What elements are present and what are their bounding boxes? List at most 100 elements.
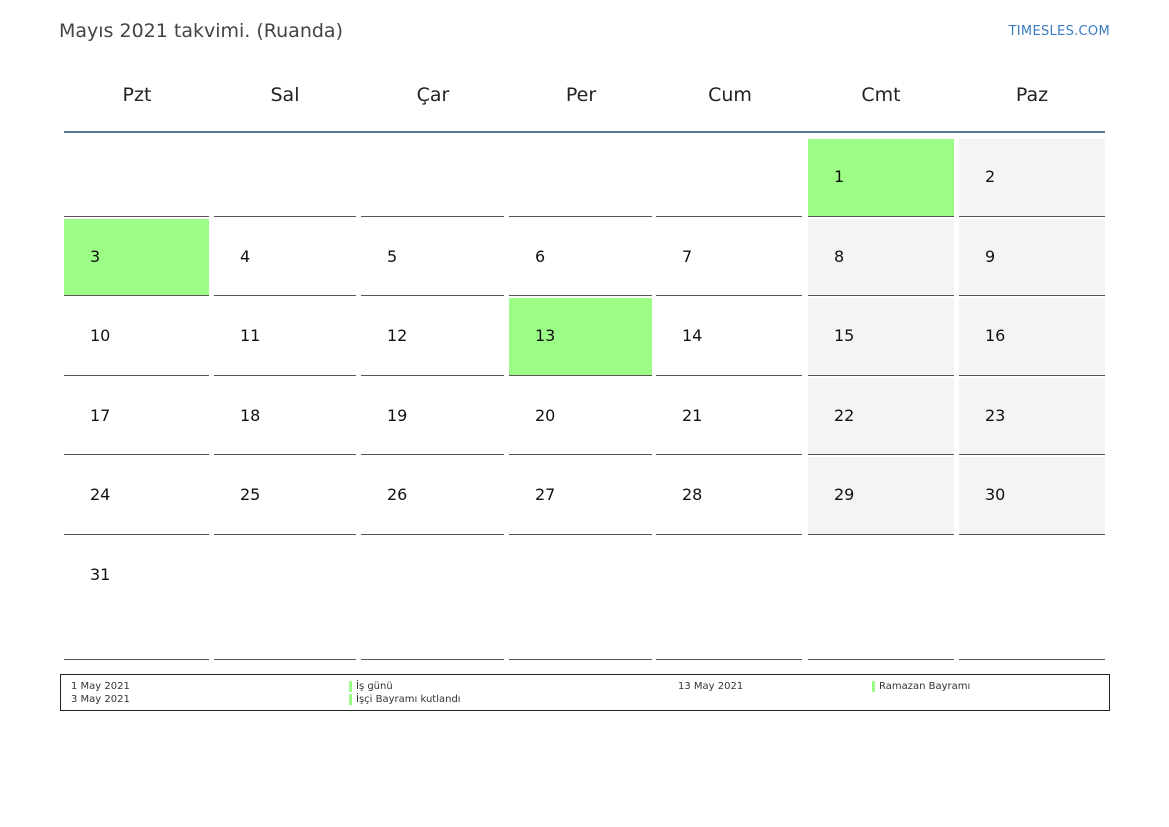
- day-cell[interactable]: 27: [509, 457, 652, 535]
- day-number: 4: [240, 246, 251, 266]
- day-number: 9: [985, 246, 996, 266]
- legend-label: Ramazan Bayramı: [879, 681, 971, 692]
- week-row: 24 25 26 27 28 29 30: [64, 455, 1105, 535]
- day-number: 20: [535, 405, 556, 425]
- day-number: 10: [90, 326, 111, 345]
- day-cell[interactable]: 11: [214, 298, 356, 376]
- day-number: 30: [985, 485, 1006, 504]
- day-cell[interactable]: 30: [959, 457, 1105, 535]
- day-cell[interactable]: 24: [64, 457, 209, 535]
- day-number: 22: [834, 405, 855, 425]
- day-number: 14: [682, 326, 703, 345]
- day-number: 15: [834, 326, 855, 345]
- day-number: 17: [90, 405, 111, 425]
- legend-label: İşçi Bayramı kutlandı: [356, 694, 461, 705]
- empty-cell: [959, 537, 1105, 660]
- empty-cell: [509, 139, 652, 217]
- day-cell[interactable]: 26: [361, 457, 504, 535]
- day-cell[interactable]: 21: [656, 378, 802, 455]
- day-cell[interactable]: 9: [959, 218, 1105, 296]
- day-cell[interactable]: 22: [808, 377, 954, 455]
- empty-cell: [361, 537, 504, 660]
- weekday-label: Per: [565, 84, 597, 106]
- day-number: 5: [387, 246, 398, 266]
- holiday-swatch: [349, 693, 352, 705]
- day-number: 11: [240, 326, 261, 345]
- empty-cell: [214, 537, 356, 660]
- week-row: 10 11 12 13 14 15 16: [64, 296, 1105, 376]
- day-number: 28: [682, 485, 703, 504]
- empty-cell: [808, 537, 954, 660]
- empty-cell: [509, 537, 652, 660]
- day-number: 2: [985, 167, 996, 186]
- day-number: 31: [90, 564, 111, 584]
- week-row: 3 4 5 6 7 8 9: [64, 217, 1105, 296]
- legend-item: İş günü: [349, 680, 393, 693]
- page-title: Mayıs 2021 takvimi. (Ruanda): [59, 20, 343, 42]
- day-cell[interactable]: 20: [509, 378, 652, 455]
- day-number: 12: [387, 326, 408, 345]
- weekday-label: Sal: [270, 84, 300, 106]
- day-cell[interactable]: 17: [64, 378, 209, 455]
- legend-date: 1 May 2021: [71, 681, 130, 692]
- weekday-label: Çar: [416, 84, 450, 106]
- holiday-swatch: [349, 680, 352, 692]
- legend-item: İşçi Bayramı kutlandı: [349, 693, 461, 706]
- day-cell[interactable]: 31: [64, 537, 209, 660]
- site-link[interactable]: TIMESLES.COM: [1008, 24, 1110, 39]
- empty-cell: [656, 537, 802, 660]
- day-number: 21: [682, 405, 703, 425]
- empty-cell: [361, 139, 504, 217]
- day-number: 16: [985, 326, 1006, 345]
- day-cell[interactable]: 7: [656, 219, 802, 296]
- empty-cell: [214, 139, 356, 217]
- header-divider: [64, 131, 1105, 133]
- weekday-label: Cum: [708, 84, 752, 106]
- day-cell[interactable]: 13: [509, 298, 652, 376]
- weekday-label: Cmt: [861, 84, 901, 106]
- day-cell[interactable]: 23: [959, 377, 1105, 455]
- day-cell[interactable]: 8: [808, 218, 954, 296]
- day-cell[interactable]: 28: [656, 457, 802, 535]
- day-number: 13: [535, 326, 556, 345]
- day-number: 7: [682, 246, 693, 266]
- day-number: 27: [535, 485, 556, 504]
- day-cell[interactable]: 1: [808, 139, 954, 217]
- empty-cell: [656, 139, 802, 217]
- week-row: 17 18 19 20 21 22 23: [64, 376, 1105, 455]
- holiday-swatch: [872, 680, 875, 692]
- day-cell[interactable]: 18: [214, 378, 356, 455]
- day-cell[interactable]: 16: [959, 298, 1105, 376]
- day-number: 19: [387, 405, 408, 425]
- day-cell[interactable]: 6: [509, 219, 652, 296]
- day-number: 3: [90, 246, 101, 266]
- day-number: 24: [90, 485, 111, 504]
- day-cell[interactable]: 5: [361, 219, 504, 296]
- weekday-label: Paz: [1015, 84, 1049, 106]
- holiday-legend: 1 May 2021 3 May 2021 İş günü İşçi Bayra…: [60, 674, 1110, 711]
- day-cell[interactable]: 19: [361, 378, 504, 455]
- day-cell[interactable]: 14: [656, 298, 802, 376]
- day-cell[interactable]: 15: [808, 298, 954, 376]
- day-cell[interactable]: 2: [959, 139, 1105, 217]
- calendar-grid: 1 2 3 4 5 6 7 8 9 10 11 12 13 14 15 16 17 18 19 20 21 22 23 24 2…: [64, 137, 1105, 660]
- legend-label: İş günü: [356, 681, 393, 692]
- day-number: 26: [387, 485, 408, 504]
- day-number: 8: [834, 246, 845, 266]
- day-cell[interactable]: 12: [361, 298, 504, 376]
- day-number: 29: [834, 485, 855, 504]
- day-cell[interactable]: 10: [64, 298, 209, 376]
- legend-item: Ramazan Bayramı: [872, 680, 970, 693]
- day-number: 6: [535, 246, 546, 266]
- week-row: 31: [64, 535, 1105, 660]
- day-cell[interactable]: 4: [214, 219, 356, 296]
- weekday-label: Pzt: [122, 84, 152, 106]
- day-cell[interactable]: 3: [64, 218, 209, 296]
- day-number: 18: [240, 405, 261, 425]
- day-cell[interactable]: 29: [808, 457, 954, 535]
- empty-cell: [64, 139, 209, 217]
- day-cell[interactable]: 25: [214, 457, 356, 535]
- day-number: 1: [834, 167, 845, 186]
- legend-date: 3 May 2021: [71, 694, 130, 705]
